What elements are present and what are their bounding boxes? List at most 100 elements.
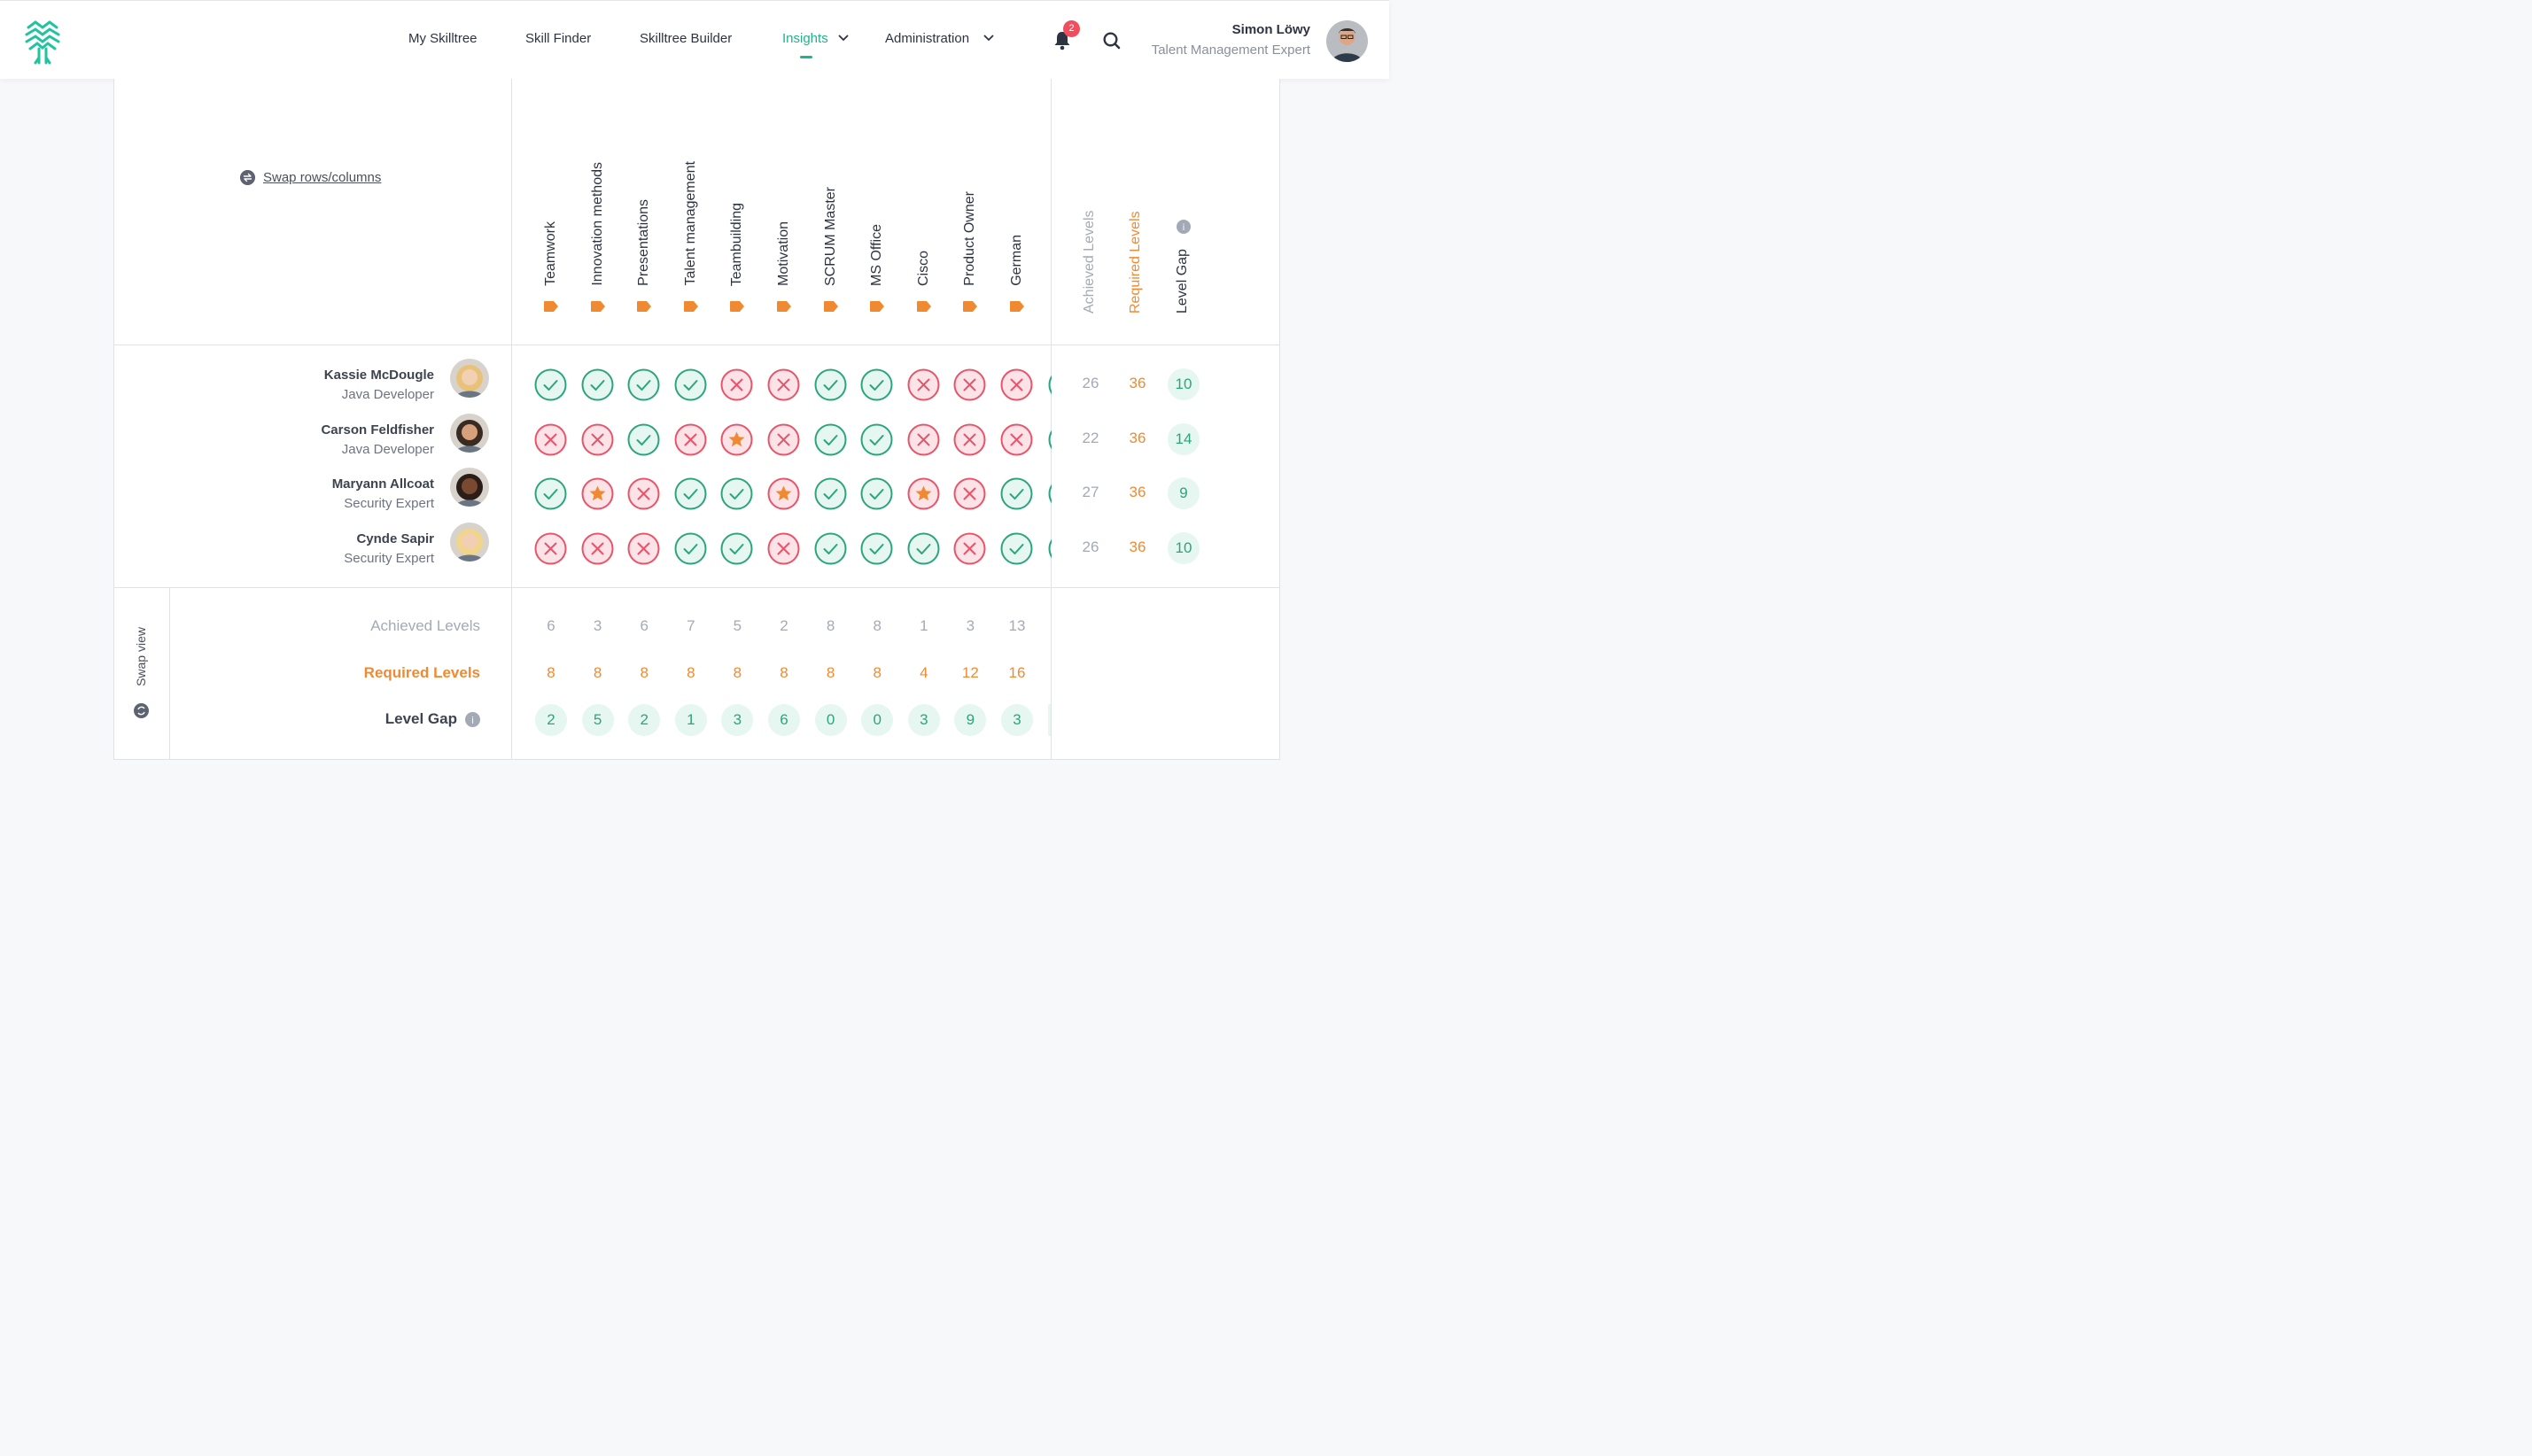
star-circle-icon[interactable]	[581, 477, 614, 510]
x-circle-icon[interactable]	[953, 532, 986, 565]
check-circle-icon[interactable]	[860, 368, 893, 401]
x-circle-icon[interactable]	[953, 368, 986, 401]
person-row-header[interactable]: Cynde Sapir Security Expert	[113, 522, 512, 570]
skill-column-header[interactable]: Talent management	[674, 133, 710, 313]
swap-view-toggle[interactable]: Swap view	[134, 627, 150, 719]
nav-administration[interactable]: Administration	[885, 31, 970, 46]
chevron-down-icon[interactable]	[838, 35, 849, 42]
skill-column-header[interactable]: Motivation	[767, 133, 803, 313]
check-circle-icon[interactable]	[581, 368, 614, 401]
star-circle-icon[interactable]	[720, 423, 753, 456]
skill-column-header[interactable]: Product Owner	[953, 133, 989, 313]
check-circle-icon[interactable]	[720, 477, 753, 510]
check-circle-icon[interactable]	[1000, 532, 1033, 565]
skill-name: Product Owner	[962, 191, 978, 286]
x-circle-icon[interactable]	[953, 477, 986, 510]
check-circle-icon[interactable]	[860, 532, 893, 565]
skill-achieved-levels: 5	[733, 617, 742, 634]
check-circle-icon[interactable]	[534, 368, 567, 401]
check-circle-icon[interactable]	[907, 532, 940, 565]
x-circle-icon[interactable]	[534, 423, 567, 456]
check-circle-icon[interactable]	[627, 423, 660, 456]
x-circle-icon[interactable]	[767, 368, 800, 401]
avatar[interactable]	[450, 522, 489, 561]
avatar[interactable]	[450, 359, 489, 398]
x-circle-icon[interactable]	[581, 532, 614, 565]
skill-level-gap: 5	[581, 704, 614, 736]
x-circle-icon[interactable]	[953, 423, 986, 456]
check-circle-icon[interactable]	[860, 423, 893, 456]
header-level-gap[interactable]: Level Gap	[1175, 249, 1190, 314]
nav-skill-finder[interactable]: Skill Finder	[525, 31, 592, 46]
avatar[interactable]	[450, 468, 489, 507]
person-row-header[interactable]: Maryann Allcoat Security Expert	[113, 468, 512, 515]
search-icon[interactable]	[1102, 31, 1122, 50]
tag-icon	[916, 301, 931, 312]
swap-rows-columns-link[interactable]: Swap rows/columns	[240, 170, 381, 185]
check-circle-icon[interactable]	[1000, 477, 1033, 510]
user-avatar[interactable]	[1326, 20, 1368, 62]
x-circle-icon[interactable]	[907, 423, 940, 456]
x-circle-icon[interactable]	[627, 532, 660, 565]
chevron-down-icon[interactable]	[983, 35, 994, 42]
nav-insights[interactable]: Insights	[782, 31, 828, 46]
tag-icon	[823, 301, 838, 312]
check-circle-icon[interactable]	[814, 368, 847, 401]
star-circle-icon[interactable]	[907, 477, 940, 510]
check-circle-icon[interactable]	[860, 477, 893, 510]
person-level-gap: 10	[1168, 368, 1200, 400]
star-circle-icon[interactable]	[767, 477, 800, 510]
nav-skilltree-builder[interactable]: Skilltree Builder	[640, 31, 733, 46]
check-circle-icon[interactable]	[674, 532, 707, 565]
gap-pill-edge	[1048, 704, 1051, 736]
nav-my-skilltree[interactable]: My Skilltree	[408, 31, 478, 46]
skill-column-header[interactable]: Cisco	[907, 133, 943, 313]
divider	[169, 587, 170, 760]
x-circle-icon[interactable]	[1000, 368, 1033, 401]
person-required-levels: 36	[1129, 484, 1146, 500]
check-circle-icon[interactable]	[814, 423, 847, 456]
skill-level-gap: 1	[674, 704, 707, 736]
skill-column-header[interactable]: MS Office	[860, 133, 896, 313]
x-circle-icon[interactable]	[767, 532, 800, 565]
person-row-header[interactable]: Carson Feldfisher Java Developer	[113, 413, 512, 461]
status-circle-icon	[1048, 484, 1052, 504]
person-name: Kassie McDougle	[323, 368, 434, 383]
x-circle-icon[interactable]	[627, 477, 660, 510]
skilltree-logo-icon[interactable]	[23, 17, 62, 65]
skill-level-gap: 2	[628, 704, 661, 736]
x-circle-icon[interactable]	[1000, 423, 1033, 456]
check-circle-icon[interactable]	[814, 477, 847, 510]
skill-column-header[interactable]: German	[1000, 133, 1036, 313]
person-level-gap: 9	[1168, 477, 1200, 509]
check-circle-icon[interactable]	[674, 477, 707, 510]
check-circle-icon[interactable]	[814, 532, 847, 565]
check-circle-icon[interactable]	[627, 368, 660, 401]
skill-required-levels: 8	[733, 664, 742, 681]
check-circle-icon[interactable]	[720, 532, 753, 565]
header-required-levels[interactable]: Required Levels	[1128, 211, 1143, 314]
x-circle-icon[interactable]	[907, 368, 940, 401]
skill-column-header[interactable]: Teambuilding	[720, 133, 756, 313]
avatar[interactable]	[450, 413, 489, 453]
x-circle-icon[interactable]	[674, 423, 707, 456]
x-circle-icon[interactable]	[581, 423, 614, 456]
skill-column-header[interactable]: Teamwork	[534, 133, 570, 313]
skill-level-gap: 3	[1001, 704, 1033, 736]
person-row-header[interactable]: Kassie McDougle Java Developer	[113, 359, 512, 407]
header-achieved-levels[interactable]: Achieved Levels	[1082, 210, 1097, 314]
skill-column-header[interactable]: SCRUM Master	[814, 133, 850, 313]
info-icon[interactable]: i	[465, 712, 480, 727]
info-icon[interactable]: i	[1177, 220, 1191, 234]
skill-name: Presentations	[636, 199, 652, 286]
check-circle-icon[interactable]	[674, 368, 707, 401]
skill-column-header[interactable]: Presentations	[627, 133, 663, 313]
x-circle-icon[interactable]	[720, 368, 753, 401]
x-circle-icon[interactable]	[534, 532, 567, 565]
x-circle-icon[interactable]	[767, 423, 800, 456]
skill-name: Talent management	[682, 161, 698, 286]
skill-column-header[interactable]: Innovation methods	[581, 133, 617, 313]
tag-icon	[777, 301, 791, 312]
tag-icon	[870, 301, 885, 312]
check-circle-icon[interactable]	[534, 477, 567, 510]
